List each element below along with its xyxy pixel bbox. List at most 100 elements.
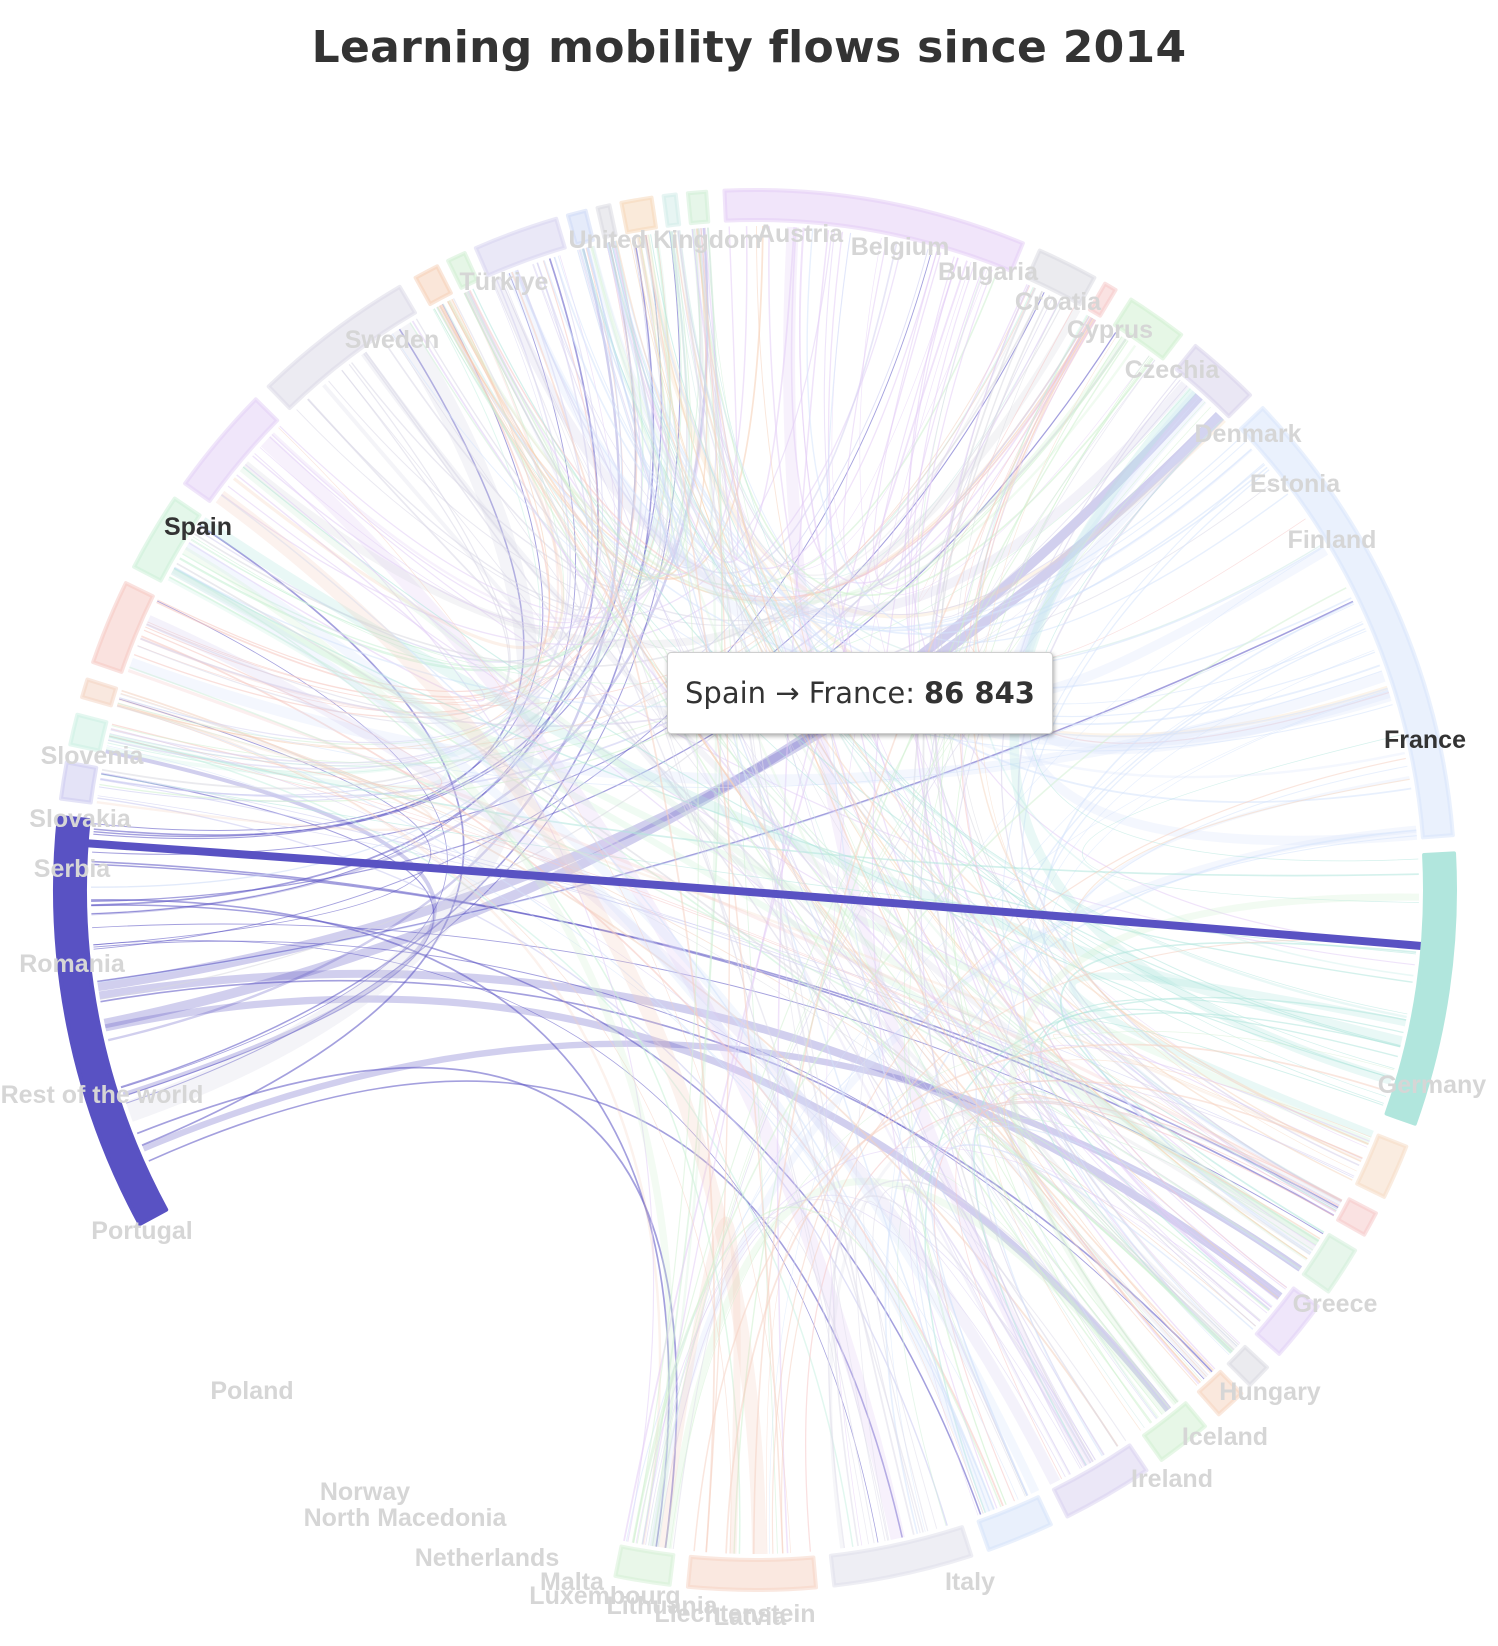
flow-ribbon-120[interactable] [90,247,623,888]
flow-ribbon-166[interactable] [674,230,989,571]
flow-ribbon-291[interactable] [411,320,1273,1308]
flow-ribbon-270[interactable] [991,1059,1372,1431]
flow-ribbon-345[interactable] [872,1185,1127,1532]
flow-ribbon-336[interactable] [829,1100,1342,1549]
flow-ribbon-2[interactable] [92,923,1324,1235]
node-arc-hungary[interactable] [1112,297,1184,361]
flow-ribbon-305[interactable] [756,225,1211,1374]
flow-ribbon-266[interactable] [615,240,1353,1181]
flow-ribbon-328[interactable] [825,232,1029,1496]
flow-ribbon-20[interactable] [105,749,437,1097]
flow-ribbon-22[interactable] [148,1080,903,1538]
flow-ribbon-168[interactable] [843,239,1028,577]
node-arc-greece[interactable] [1174,343,1252,419]
flow-ribbon-275[interactable] [127,668,1343,1203]
flow-ribbon-56[interactable] [141,635,1004,1507]
flow-ribbon-347[interactable] [863,1200,1026,1529]
node-arc-portugal[interactable] [183,397,280,503]
flow-ribbon-138[interactable] [668,231,1145,1429]
flow-ribbon-164[interactable] [872,251,1096,590]
flow-ribbon-258[interactable] [581,248,1407,1019]
flow-ribbon-265[interactable] [924,996,1407,1514]
flow-ribbon-165[interactable] [827,231,1216,1370]
flow-ribbon-82[interactable] [188,474,486,702]
flow-ribbon-104[interactable] [438,305,1093,602]
node-arc-bulgaria[interactable] [1142,1401,1207,1462]
flow-ribbon-118[interactable] [499,276,1257,1327]
flow-ribbon-348[interactable] [833,1195,1092,1547]
flow-ribbon-334[interactable] [606,242,991,1512]
flow-ribbon-161[interactable] [912,269,1233,1353]
flow-ribbon-261[interactable] [650,234,1401,1046]
flow-ribbon-310[interactable] [1009,893,1420,1406]
flow-ribbon-133[interactable] [632,237,1279,1299]
flow-ribbon-307[interactable] [447,301,1198,1386]
node-arc-norway[interactable] [413,264,453,307]
flow-ribbon-306[interactable] [439,305,1207,1377]
flow-ribbon-329[interactable] [220,494,995,1510]
flow-ribbon-330[interactable] [185,541,1040,1494]
flow-ribbon-78[interactable] [254,453,655,1542]
flow-ribbon-332[interactable] [915,1125,1300,1514]
flow-ribbon-53[interactable] [156,303,551,698]
flow-ribbon-331[interactable] [106,745,1019,1500]
node-arc-italy[interactable] [722,188,1025,274]
flow-ribbon-10[interactable] [120,236,655,1088]
flow-ribbon-283[interactable] [239,466,1320,1245]
flow-ribbon-196[interactable] [931,296,1188,618]
node-arc-rest-of-the-world[interactable] [132,496,202,583]
flow-ribbon-26[interactable] [91,273,576,915]
flow-ribbon-359[interactable] [771,757,1406,1554]
flow-ribbon-335[interactable] [170,566,994,1513]
flow-ribbon-228[interactable] [514,270,1242,629]
flow-ribbon-346[interactable] [501,275,869,1545]
flow-ribbon-303[interactable] [1003,1093,1321,1383]
flow-ribbon-72[interactable] [272,228,703,621]
flow-ribbon-179[interactable] [194,291,1044,668]
flow-ribbon-64[interactable] [170,568,1371,1146]
flow-ribbon-171[interactable] [910,267,1241,1344]
flow-ribbon-231[interactable] [97,603,1355,983]
flow-ribbon-226[interactable] [768,546,1324,1554]
flow-ribbon-358[interactable] [278,427,791,1554]
flow-ribbon-321[interactable] [145,615,1061,1485]
flow-ribbon-220[interactable] [1022,628,1366,1353]
flow-ribbon-140[interactable] [677,230,1323,664]
flow-ribbon-9[interactable] [97,411,1223,992]
flow-ribbon-7[interactable] [93,940,879,1543]
node-arc-liechtenstein[interactable] [661,192,682,228]
flow-ribbon-145[interactable] [705,227,1203,1382]
node-arc-luxembourg[interactable] [595,203,618,240]
flow-ribbon-246[interactable] [583,248,1408,1015]
flow-ribbon-318[interactable] [466,291,1071,1476]
flow-ribbon-342[interactable] [698,228,921,1534]
flow-ribbon-290[interactable] [691,228,1261,1322]
flow-ribbon-17[interactable] [103,393,1203,1029]
flow-ribbon-267[interactable] [981,333,1357,1172]
flow-ribbon-224[interactable] [1023,649,1375,1356]
flow-ribbon-259[interactable] [242,466,1392,1079]
flow-ribbon-251[interactable] [199,517,1403,1047]
flow-ribbon-254[interactable] [975,314,1414,977]
flow-ribbon-294[interactable] [823,230,1286,1290]
flow-ribbon-11[interactable] [97,600,1354,983]
flow-ribbon-316[interactable] [971,1080,1355,1461]
node-arc-slovakia[interactable] [68,712,109,753]
flow-ribbon-257[interactable] [1029,418,1419,862]
node-arc-slovenia[interactable] [58,760,99,805]
flow-ribbon-361[interactable] [116,705,732,1554]
flow-ribbon-119[interactable] [536,227,717,569]
node-arc-spain[interactable] [53,814,169,1227]
flow-ribbon-315[interactable] [985,1120,1270,1404]
flow-ribbon-115[interactable] [517,269,1157,1420]
flow-ribbon-180[interactable] [242,307,1081,649]
flow-ribbon-160[interactable] [612,227,796,563]
node-arc-sweden[interactable] [613,1544,676,1587]
flow-ribbon-249[interactable] [610,241,1395,1069]
flow-ribbon-367[interactable] [182,546,675,1548]
flow-ribbon-274[interactable] [804,1100,1343,1552]
flow-ribbon-272[interactable] [116,704,1362,1162]
flow-ribbon-301[interactable] [120,693,1238,1347]
flow-ribbon-309[interactable] [590,246,1160,1419]
flow-ribbon-44[interactable] [105,233,671,776]
